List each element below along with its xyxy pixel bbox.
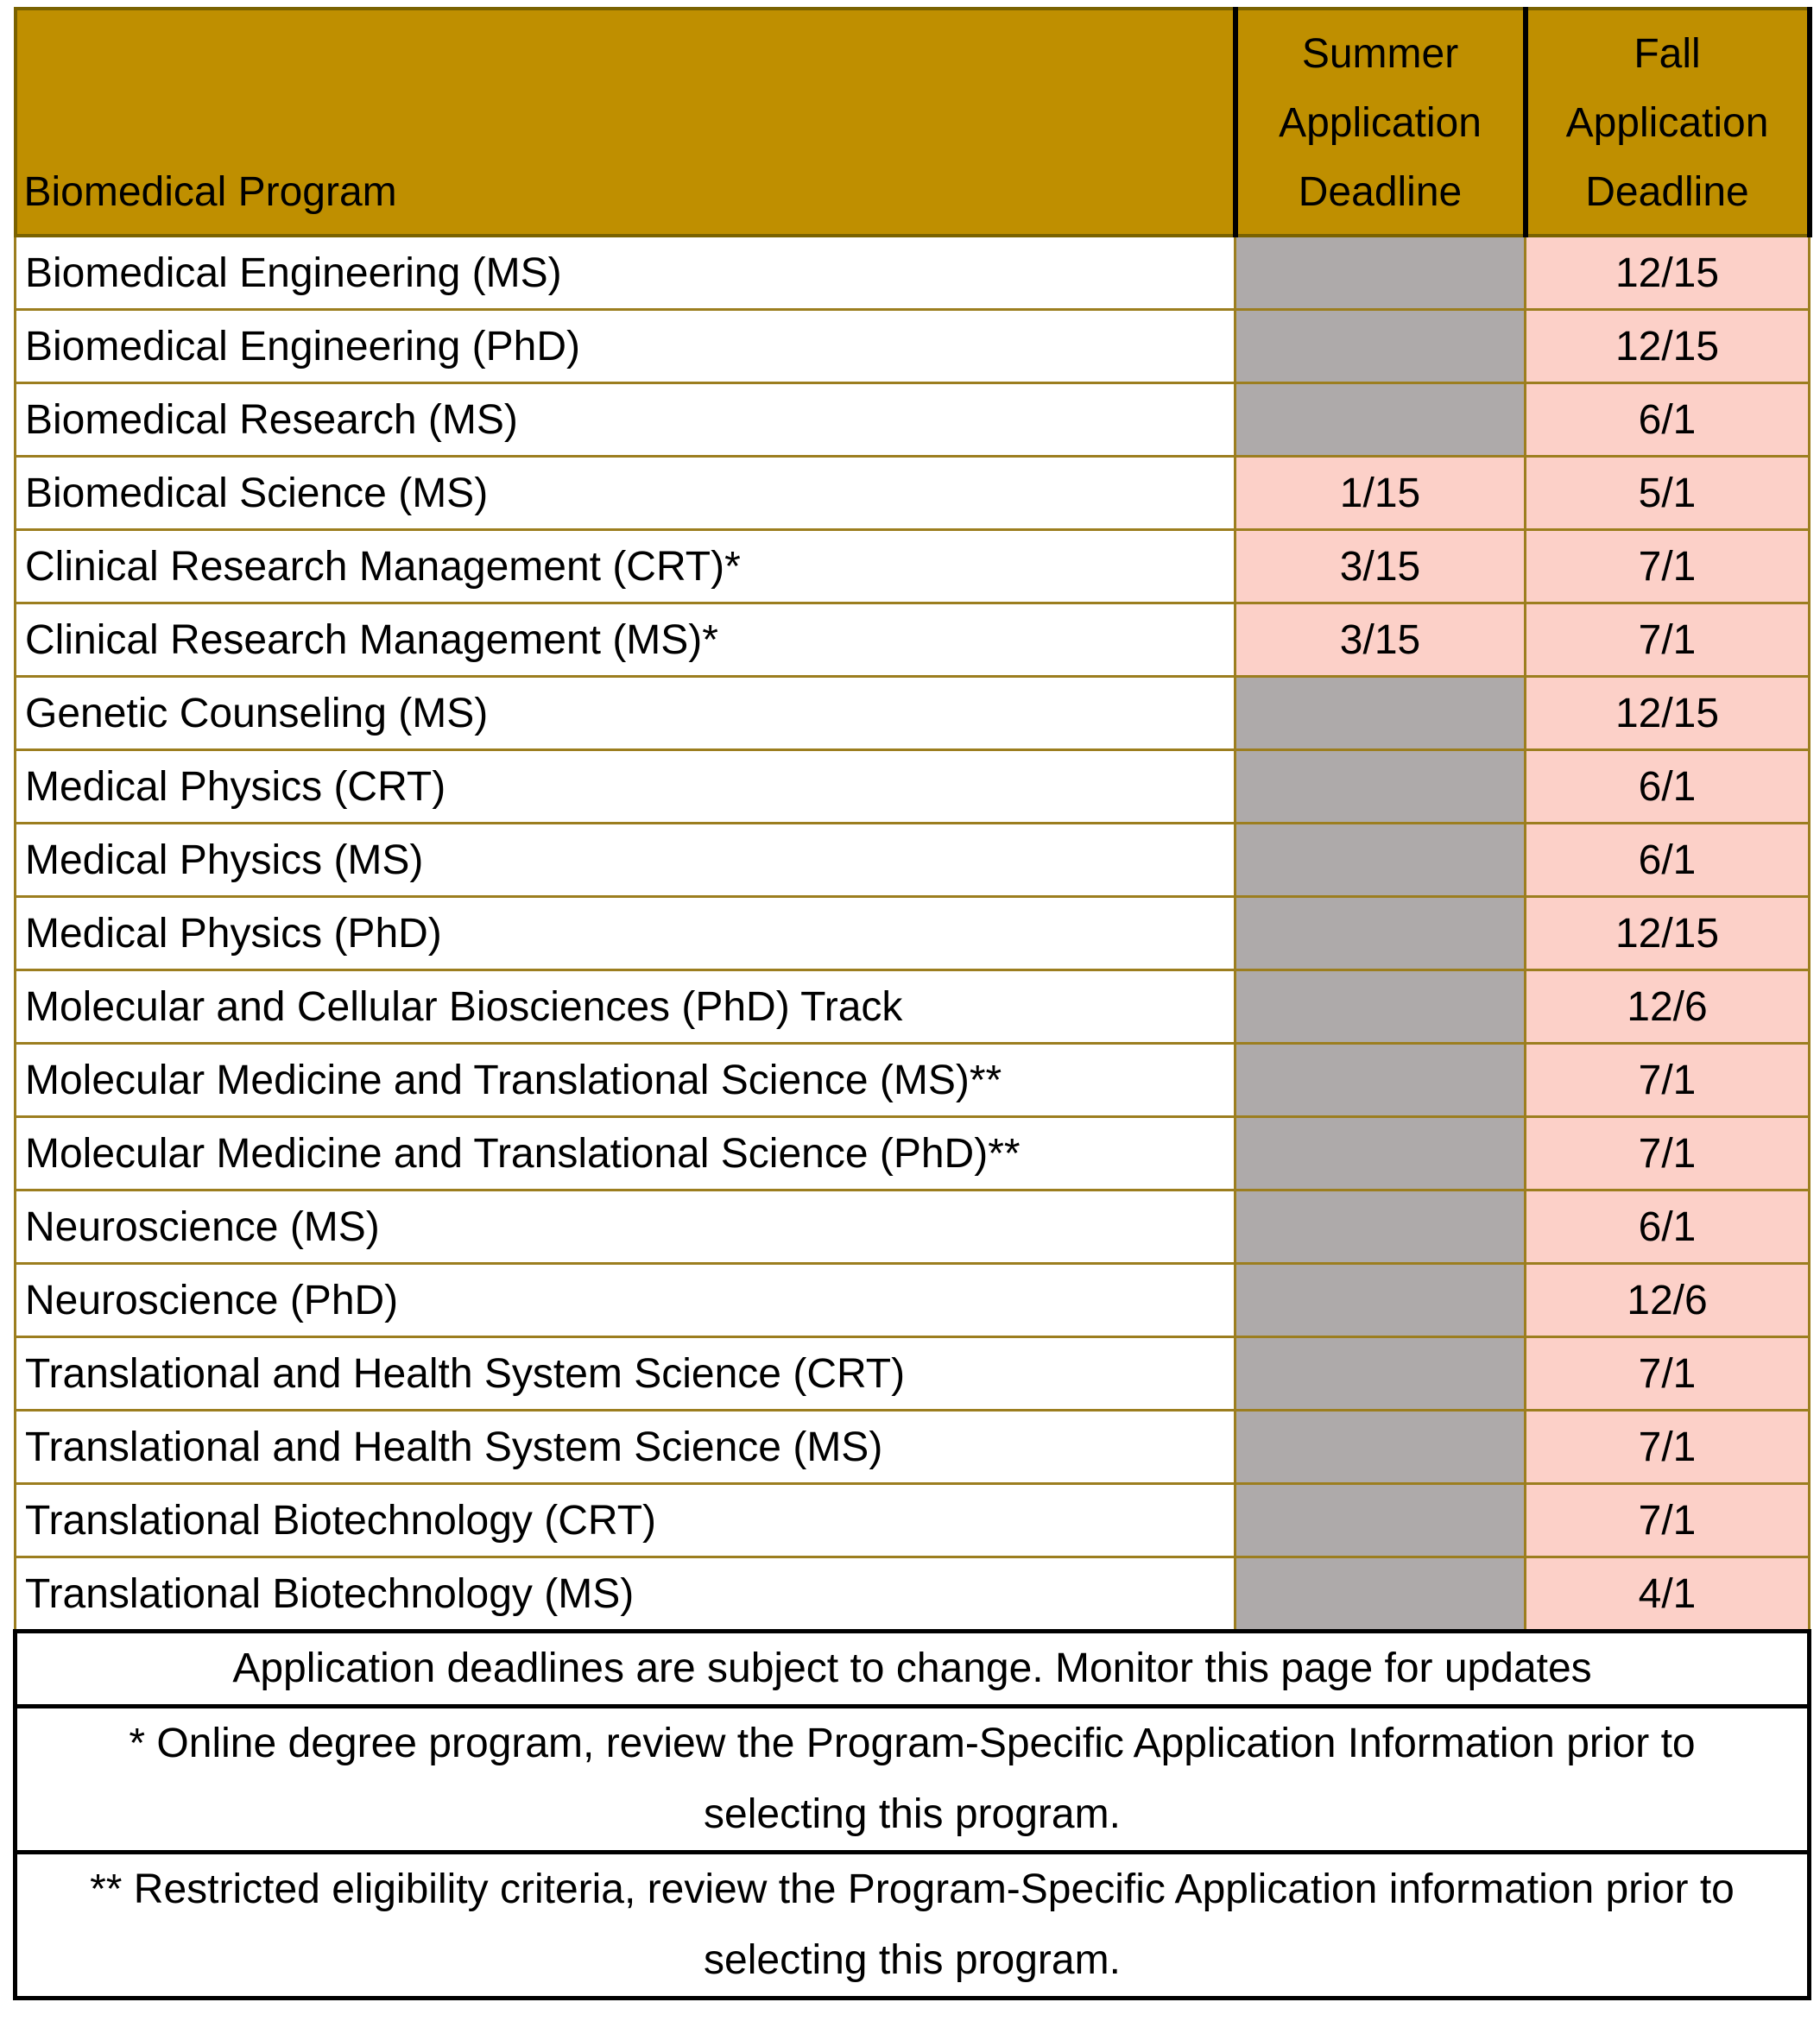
empty-cell [1234,895,1526,971]
empty-cell [1234,1409,1526,1485]
deadline-cell: 12/15 [1524,675,1811,751]
program-name: Medical Physics (MS) [14,822,1236,898]
program-row: Translational Biotechnology (MS) 4/1 [14,1556,1811,1633]
program-row: Molecular Medicine and Translational Sci… [14,1115,1811,1191]
empty-cell [1234,234,1526,311]
empty-cell [1234,308,1526,384]
deadline-cell: 7/1 [1524,602,1811,678]
program-row: Molecular and Cellular Biosciences (PhD)… [14,969,1811,1045]
footnote: ** Restricted eligibility criteria, revi… [13,1850,1811,2000]
program-name: Biomedical Research (MS) [14,382,1236,458]
deadline-cell: 3/15 [1234,528,1526,604]
program-name: Biomedical Engineering (PhD) [14,308,1236,384]
footnote: * Online degree program, review the Prog… [13,1704,1811,1854]
empty-cell [1234,1042,1526,1118]
deadline-cell: 3/15 [1234,602,1526,678]
deadline-cell: 4/1 [1524,1556,1811,1633]
note-row: ** Restricted eligibility criteria, revi… [13,1850,1811,2000]
empty-cell [1234,748,1526,824]
program-row: Neuroscience (PhD) 12/6 [14,1262,1811,1338]
empty-cell [1234,382,1526,458]
empty-cell [1234,1556,1526,1633]
empty-cell [1234,1336,1526,1412]
program-name: Translational and Health System Science … [14,1409,1236,1485]
program-name: Neuroscience (MS) [14,1189,1236,1265]
deadline-cell: 6/1 [1524,748,1811,824]
program-name: Clinical Research Management (CRT)* [14,528,1236,604]
program-row: Biomedical Research (MS) 6/1 [14,382,1811,458]
program-row: Biomedical Engineering (MS) 12/15 [14,234,1811,311]
program-name: Neuroscience (PhD) [14,1262,1236,1338]
program-row: Clinical Research Management (CRT)* 3/15 7… [14,528,1811,604]
program-name: Medical Physics (PhD) [14,895,1236,971]
program-row: Medical Physics (PhD) 12/15 [14,895,1811,971]
program-name: Molecular and Cellular Biosciences (PhD)… [14,969,1236,1045]
deadline-cell: 5/1 [1524,455,1811,531]
program-row: Clinical Research Management (MS)* 3/15 7/… [14,602,1811,678]
deadline-cell: 7/1 [1524,1042,1811,1118]
program-name: Biomedical Science (MS) [14,455,1236,531]
deadline-cell: 12/15 [1524,895,1811,971]
empty-cell [1234,822,1526,898]
deadline-cell: 12/15 [1524,234,1811,311]
program-name: Translational Biotechnology (MS) [14,1556,1236,1633]
empty-cell [1234,1482,1526,1558]
empty-cell [1234,1115,1526,1191]
deadline-cell: 7/1 [1524,1409,1811,1485]
program-name: Translational and Health System Science … [14,1336,1236,1412]
program-name: Medical Physics (CRT) [14,748,1236,824]
note-row: Application deadlines are subject to cha… [13,1629,1811,1708]
program-row: Medical Physics (MS) 6/1 [14,822,1811,898]
program-row: Genetic Counseling (MS) 12/15 [14,675,1811,751]
program-name: Genetic Counseling (MS) [14,675,1236,751]
program-name: Biomedical Engineering (MS) [14,234,1236,311]
program-row: Medical Physics (CRT) 6/1 [14,748,1811,824]
deadline-cell: 7/1 [1524,528,1811,604]
header-row: Biomedical Program Summer Application De… [13,7,1812,237]
deadline-cell: 7/1 [1524,1115,1811,1191]
deadline-cell: 7/1 [1524,1482,1811,1558]
program-name: Clinical Research Management (MS)* [14,602,1236,678]
table-body: Biomedical Engineering (MS) 12/15 Biomedic… [13,234,1811,2000]
program-row: Biomedical Science (MS) 1/15 5/1 [14,455,1811,531]
deadline-cell: 6/1 [1524,1189,1811,1265]
note-row: * Online degree program, review the Prog… [13,1704,1811,1854]
empty-cell [1234,969,1526,1045]
empty-cell [1234,1189,1526,1265]
program-row: Translational and Health System Science … [14,1409,1811,1485]
header-cell: Summer Application Deadline [1232,7,1528,237]
header-cell: Fall Application Deadline [1522,7,1812,237]
program-name: Molecular Medicine and Translational Sci… [14,1115,1236,1191]
deadline-cell: 12/6 [1524,969,1811,1045]
program-row: Biomedical Engineering (PhD) 12/15 [14,308,1811,384]
deadline-cell: 6/1 [1524,822,1811,898]
empty-cell [1234,675,1526,751]
empty-cell [1234,1262,1526,1338]
deadline-cell: 1/15 [1234,455,1526,531]
deadline-cell: 7/1 [1524,1336,1811,1412]
program-name: Translational Biotechnology (CRT) [14,1482,1236,1558]
deadline-cell: 12/15 [1524,308,1811,384]
deadline-cell: 12/6 [1524,1262,1811,1338]
program-row: Translational and Health System Science … [14,1336,1811,1412]
footnote: Application deadlines are subject to cha… [13,1629,1811,1708]
deadline-cell: 6/1 [1524,382,1811,458]
header-cell: Biomedical Program [13,7,1237,237]
deadline-table: Biomedical Program Summer Application De… [13,7,1812,2000]
program-name: Molecular Medicine and Translational Sci… [14,1042,1236,1118]
program-row: Translational Biotechnology (CRT) 7/1 [14,1482,1811,1558]
program-row: Neuroscience (MS) 6/1 [14,1189,1811,1265]
program-row: Molecular Medicine and Translational Sci… [14,1042,1811,1118]
